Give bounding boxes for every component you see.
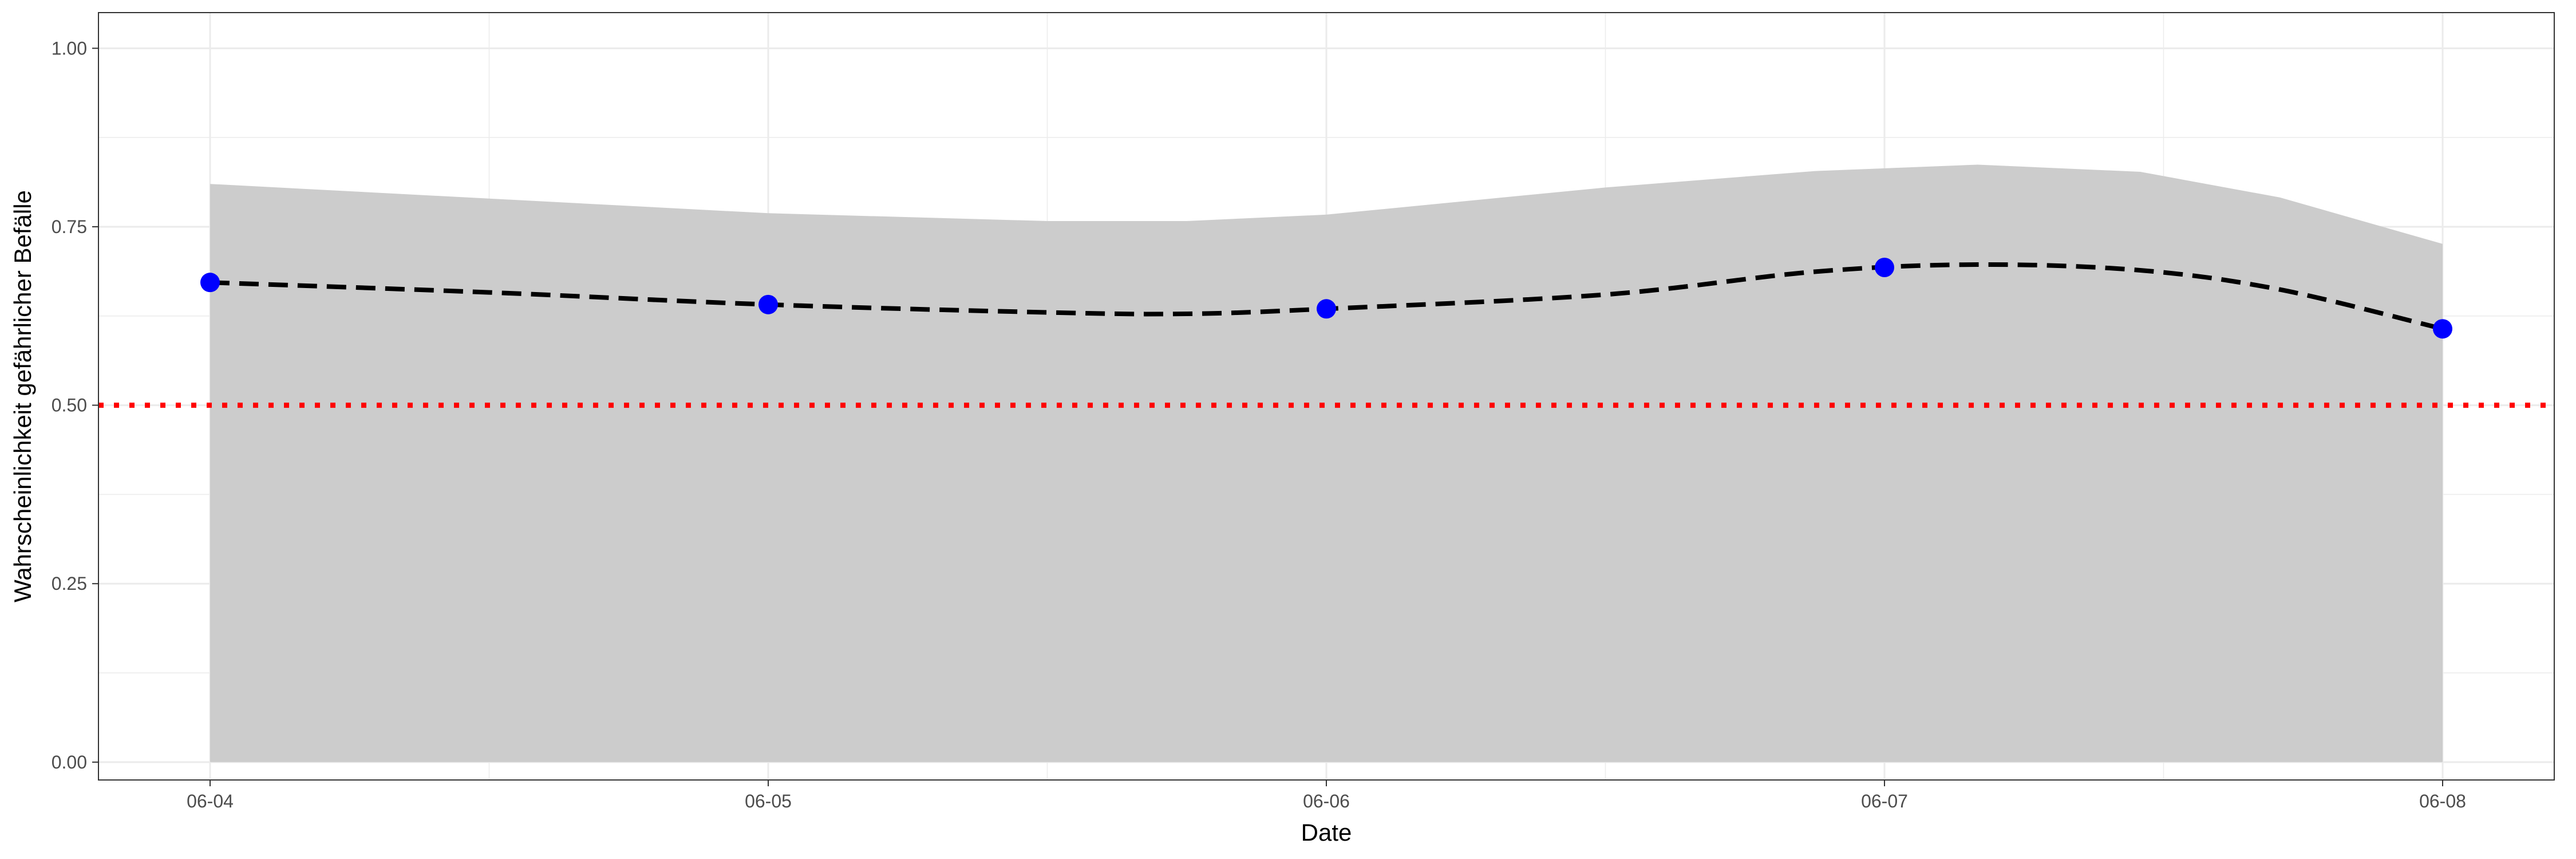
y-tick-label: 0.25 [52, 573, 87, 594]
data-point [1875, 258, 1894, 278]
x-tick-label: 06-07 [1861, 791, 1908, 811]
x-tick-label: 06-05 [745, 791, 792, 811]
x-tick-label: 06-06 [1303, 791, 1350, 811]
y-tick-label: 1.00 [52, 38, 87, 58]
points-layer [200, 258, 2452, 339]
y-tick-label: 0.50 [52, 395, 87, 416]
data-point [758, 294, 778, 314]
data-point [2433, 319, 2452, 339]
axes-layer: 0.00 0.25 0.50 0.75 1.00 06-04 06-05 06-06 06-07… [52, 38, 2466, 811]
y-tick-label: 0.00 [52, 752, 87, 773]
trend-line [210, 262, 2443, 332]
x-tick-label: 06-08 [2419, 791, 2466, 811]
y-axis-title: Wahrscheinlichkeit gefährlicher Befälle [9, 190, 36, 602]
data-point [200, 273, 220, 293]
x-axis-title: Date [1301, 819, 1352, 846]
ribbon-layer [210, 164, 2443, 762]
y-tick-label: 0.75 [52, 216, 87, 237]
confidence-ribbon [210, 164, 2443, 762]
trend-line-layer [210, 262, 2443, 332]
x-tick-label: 06-04 [187, 791, 234, 811]
data-point [1317, 299, 1336, 319]
